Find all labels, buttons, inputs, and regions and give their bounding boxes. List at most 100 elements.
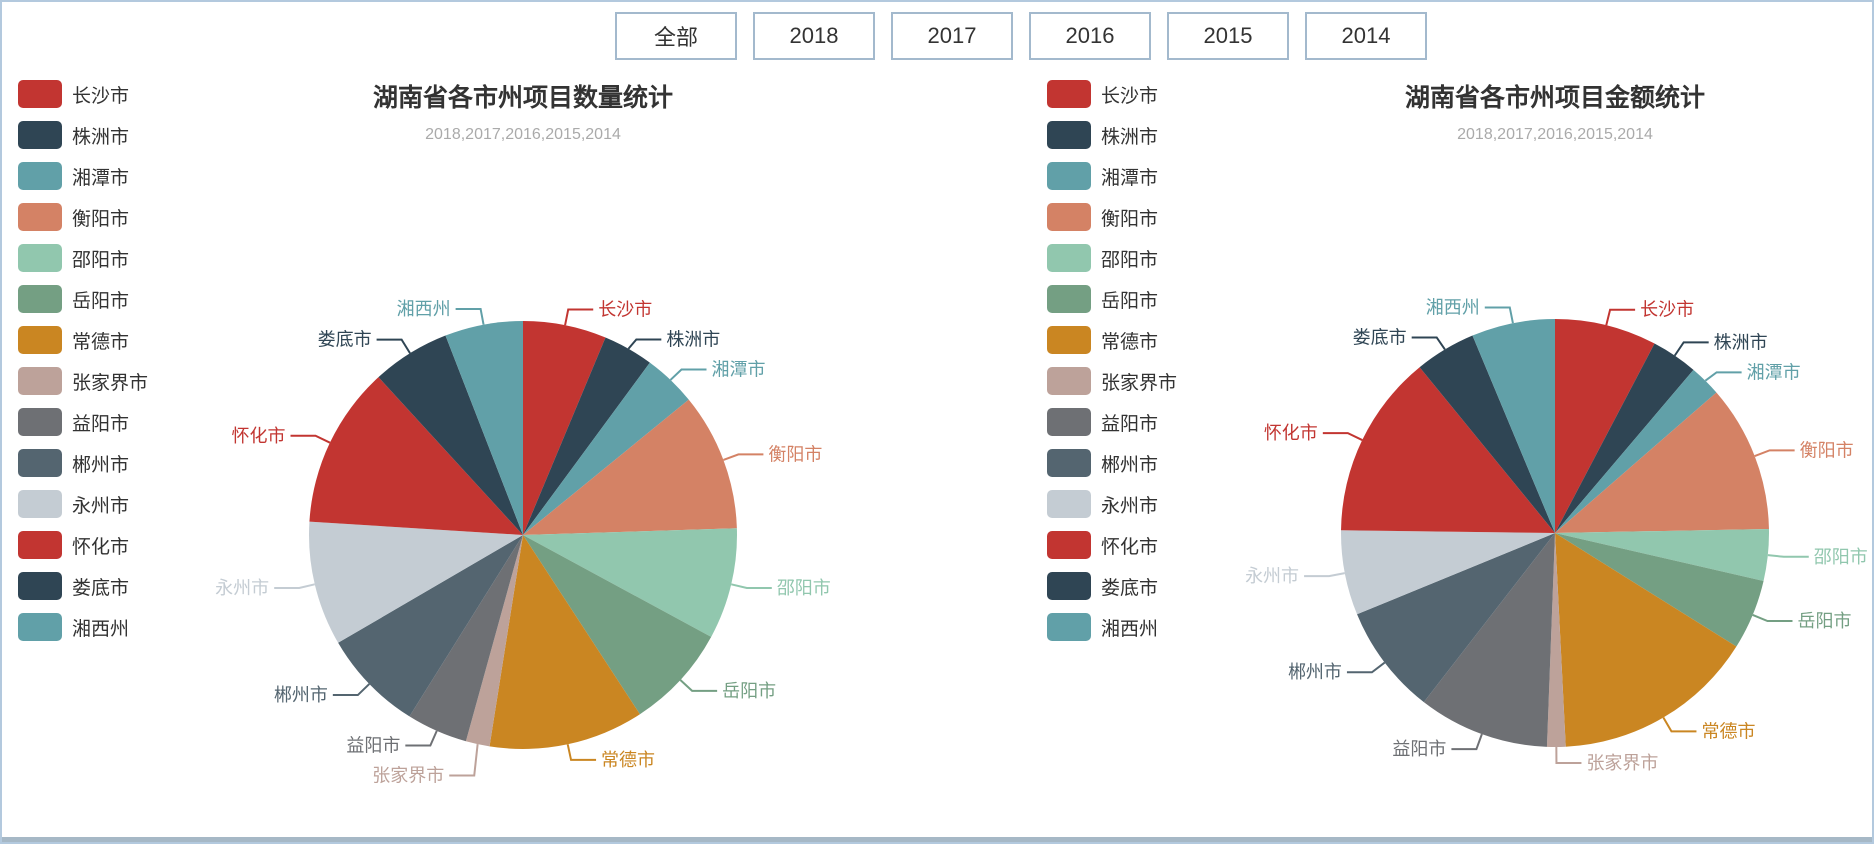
pie-slice[interactable]: [1423, 533, 1555, 747]
legend-item[interactable]: 娄底市: [1047, 572, 1177, 600]
legend-swatch: [1047, 244, 1091, 272]
filter-button-2014[interactable]: 2014: [1305, 12, 1427, 60]
pie-slice[interactable]: [1341, 530, 1555, 615]
slice-label-line: [564, 308, 594, 326]
legend-item[interactable]: 湘潭市: [1047, 162, 1177, 190]
filter-button-2017[interactable]: 2017: [891, 12, 1013, 60]
slice-label-line: [449, 744, 479, 777]
legend-swatch: [18, 449, 62, 477]
filter-button-2016[interactable]: 2016: [1029, 12, 1151, 60]
slice-label: 邵阳市: [777, 578, 831, 598]
pie-slice[interactable]: [445, 321, 523, 535]
legend-label: 衡阳市: [72, 208, 130, 230]
legend-item[interactable]: 衡阳市: [18, 203, 148, 231]
legend-label: 娄底市: [1101, 577, 1159, 599]
pie-slice[interactable]: [465, 535, 523, 747]
legend-label: 湘潭市: [72, 167, 130, 189]
legend-swatch: [1047, 203, 1091, 231]
legend-swatch: [1047, 367, 1091, 395]
legend-swatch: [1047, 408, 1091, 436]
pie-slice[interactable]: [523, 399, 737, 535]
pie-slice[interactable]: [409, 535, 523, 742]
pie-slice[interactable]: [1555, 319, 1655, 533]
legend-swatch: [1047, 490, 1091, 518]
legend-label: 湘潭市: [1101, 167, 1159, 189]
pie-slice[interactable]: [308, 521, 523, 643]
pie-slice[interactable]: [523, 321, 606, 535]
pie-slice[interactable]: [523, 528, 737, 637]
pie-slice[interactable]: [1472, 319, 1555, 533]
legend-swatch: [18, 203, 62, 231]
legend-item[interactable]: 郴州市: [18, 449, 148, 477]
legend-item[interactable]: 邵阳市: [1047, 244, 1177, 272]
legend-item[interactable]: 常德市: [1047, 326, 1177, 354]
slice-label-line: [566, 744, 597, 761]
slice-label-line: [1704, 371, 1742, 382]
legend-item[interactable]: 湘潭市: [18, 162, 148, 190]
slice-label: 常德市: [601, 750, 655, 770]
slice-label-line: [627, 338, 662, 350]
legend-item[interactable]: 怀化市: [1047, 531, 1177, 559]
slice-label: 张家界市: [372, 766, 444, 786]
legend-item[interactable]: 怀化市: [18, 531, 148, 559]
slice-label-line: [1411, 336, 1446, 351]
pie-slice[interactable]: [338, 535, 523, 717]
pie-slice[interactable]: [1419, 335, 1555, 533]
legend-item[interactable]: 张家界市: [18, 367, 148, 395]
legend-swatch: [1047, 572, 1091, 600]
pie-slice[interactable]: [1555, 343, 1694, 533]
legend-swatch: [1047, 162, 1091, 190]
pie-slice[interactable]: [1357, 533, 1555, 703]
pie-slice[interactable]: [378, 335, 523, 535]
pie-slice[interactable]: [523, 535, 712, 715]
legend-item[interactable]: 湘西州: [18, 613, 148, 641]
legend-item[interactable]: 岳阳市: [1047, 285, 1177, 313]
legend-item[interactable]: 湘西州: [1047, 613, 1177, 641]
legend-item[interactable]: 张家界市: [1047, 367, 1177, 395]
pie-slice[interactable]: [1555, 533, 1737, 747]
slice-label: 株洲市: [1714, 332, 1768, 352]
legend-item[interactable]: 娄底市: [18, 572, 148, 600]
legend-swatch: [18, 490, 62, 518]
legend-item[interactable]: 邵阳市: [18, 244, 148, 272]
filter-button-2018[interactable]: 2018: [753, 12, 875, 60]
legend-item[interactable]: 永州市: [1047, 490, 1177, 518]
slice-label: 郴州市: [1288, 662, 1342, 682]
legend-item[interactable]: 株洲市: [18, 121, 148, 149]
legend-item[interactable]: 长沙市: [1047, 80, 1177, 108]
legend-item[interactable]: 益阳市: [18, 408, 148, 436]
legend-swatch: [18, 367, 62, 395]
slice-label-line: [1304, 572, 1345, 578]
pie-slice[interactable]: [523, 337, 650, 535]
pie-slice[interactable]: [1555, 392, 1769, 533]
slice-label-line: [679, 679, 718, 692]
legend-label: 湘西州: [72, 618, 130, 640]
legend-item[interactable]: 常德市: [18, 326, 148, 354]
legend-item[interactable]: 株洲市: [1047, 121, 1177, 149]
slice-label: 株洲市: [666, 329, 720, 349]
legend-item[interactable]: 永州市: [18, 490, 148, 518]
legend-count: 长沙市株洲市湘潭市衡阳市邵阳市岳阳市常德市张家界市益阳市郴州市永州市怀化市娄底市…: [18, 80, 148, 641]
pie-slice[interactable]: [1555, 533, 1764, 647]
legend-swatch: [1047, 80, 1091, 108]
slice-label: 张家界市: [1586, 753, 1658, 773]
legend-item[interactable]: 衡阳市: [1047, 203, 1177, 231]
pie-slice[interactable]: [523, 362, 689, 535]
legend-label: 衡阳市: [1101, 208, 1159, 230]
legend-swatch: [18, 613, 62, 641]
legend-swatch: [18, 162, 62, 190]
pie-slice[interactable]: [1555, 528, 1769, 581]
legend-item[interactable]: 益阳市: [1047, 408, 1177, 436]
pie-slice[interactable]: [309, 377, 523, 535]
filter-button-2015[interactable]: 2015: [1167, 12, 1289, 60]
pie-slice[interactable]: [1546, 533, 1566, 747]
pie-slice[interactable]: [1341, 367, 1555, 533]
legend-item[interactable]: 长沙市: [18, 80, 148, 108]
legend-item[interactable]: 郴州市: [1047, 449, 1177, 477]
legend-label: 郴州市: [72, 454, 130, 476]
filter-button-all[interactable]: 全部: [615, 12, 737, 60]
slice-label: 益阳市: [346, 736, 400, 756]
pie-slice[interactable]: [1555, 369, 1717, 533]
pie-slice[interactable]: [489, 535, 640, 749]
legend-item[interactable]: 岳阳市: [18, 285, 148, 313]
